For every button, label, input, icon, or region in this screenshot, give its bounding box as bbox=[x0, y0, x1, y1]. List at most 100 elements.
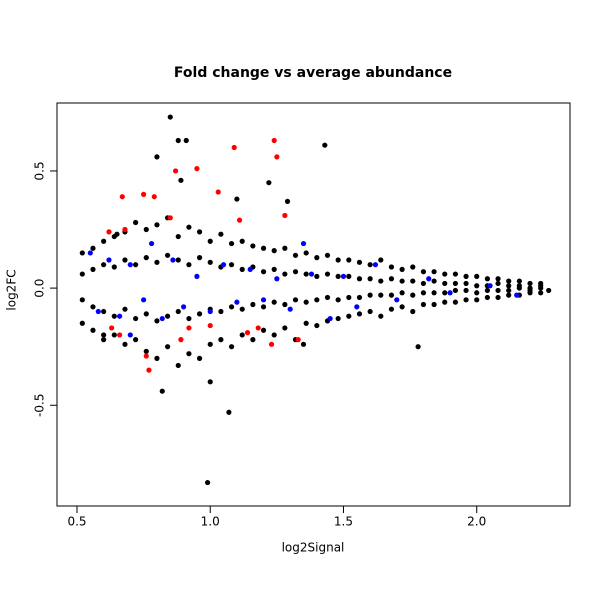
point bbox=[546, 287, 552, 294]
point bbox=[207, 322, 213, 329]
point bbox=[303, 320, 309, 326]
point bbox=[346, 273, 352, 279]
point bbox=[324, 252, 331, 258]
point bbox=[495, 287, 501, 294]
point bbox=[154, 222, 160, 228]
point bbox=[303, 299, 309, 305]
chart-title: Fold change vs average abundance bbox=[174, 65, 452, 81]
point bbox=[442, 271, 448, 277]
point bbox=[474, 290, 480, 296]
point bbox=[164, 344, 171, 350]
point bbox=[431, 278, 437, 284]
point bbox=[314, 322, 320, 329]
point bbox=[538, 290, 544, 296]
point bbox=[484, 287, 490, 294]
point bbox=[303, 271, 309, 277]
point bbox=[324, 294, 331, 301]
point bbox=[463, 273, 469, 279]
point bbox=[186, 315, 192, 322]
point bbox=[79, 320, 85, 326]
point bbox=[143, 353, 149, 359]
point bbox=[141, 191, 147, 197]
point bbox=[122, 257, 128, 263]
point bbox=[415, 344, 421, 350]
point bbox=[95, 308, 101, 315]
point bbox=[79, 271, 85, 277]
point bbox=[399, 304, 405, 310]
point bbox=[271, 332, 277, 338]
point bbox=[178, 337, 184, 343]
point bbox=[90, 245, 96, 251]
point bbox=[487, 283, 493, 289]
point bbox=[207, 379, 213, 385]
point bbox=[133, 337, 139, 343]
point bbox=[101, 238, 107, 244]
point bbox=[410, 278, 416, 284]
point bbox=[538, 285, 544, 291]
point bbox=[274, 154, 280, 160]
point bbox=[335, 315, 341, 322]
point bbox=[196, 229, 203, 235]
point bbox=[367, 262, 373, 268]
point bbox=[388, 276, 395, 282]
point bbox=[356, 311, 363, 317]
point bbox=[122, 341, 128, 347]
point bbox=[180, 304, 187, 310]
y-tick-label: 0.5 bbox=[33, 161, 47, 180]
point bbox=[133, 262, 139, 268]
point bbox=[442, 290, 448, 296]
point bbox=[151, 194, 157, 200]
point bbox=[271, 248, 277, 254]
point bbox=[175, 362, 181, 369]
point bbox=[282, 212, 288, 219]
point bbox=[143, 348, 149, 354]
point bbox=[452, 280, 459, 287]
point bbox=[164, 252, 171, 258]
point bbox=[170, 257, 176, 263]
point bbox=[122, 306, 128, 312]
point bbox=[119, 194, 125, 200]
point bbox=[378, 313, 384, 319]
point bbox=[133, 219, 139, 226]
point bbox=[154, 259, 160, 265]
point bbox=[442, 280, 448, 287]
point bbox=[111, 332, 117, 338]
point bbox=[287, 306, 293, 312]
x-tick-label: 1.5 bbox=[334, 515, 353, 529]
point bbox=[282, 271, 288, 277]
point bbox=[111, 264, 117, 270]
x-tick-label: 0.5 bbox=[67, 515, 86, 529]
point bbox=[495, 280, 501, 287]
point bbox=[420, 269, 427, 275]
point bbox=[442, 299, 448, 305]
point bbox=[271, 299, 277, 305]
point bbox=[484, 276, 490, 282]
point bbox=[109, 325, 115, 331]
point bbox=[106, 229, 112, 235]
point bbox=[474, 297, 480, 303]
point bbox=[271, 137, 277, 144]
plot-frame bbox=[56, 102, 571, 507]
point bbox=[506, 278, 512, 284]
point bbox=[117, 332, 123, 338]
point bbox=[234, 299, 240, 305]
point bbox=[463, 287, 469, 294]
point bbox=[207, 341, 213, 347]
point bbox=[90, 327, 96, 333]
point bbox=[234, 196, 240, 202]
point bbox=[260, 297, 267, 303]
point bbox=[410, 264, 416, 270]
point bbox=[266, 180, 272, 186]
point bbox=[314, 297, 320, 303]
point bbox=[356, 294, 363, 301]
point bbox=[260, 327, 267, 333]
point bbox=[196, 255, 203, 261]
point bbox=[292, 269, 299, 275]
point bbox=[167, 215, 173, 221]
point bbox=[314, 255, 320, 261]
point bbox=[431, 269, 437, 275]
point bbox=[506, 283, 512, 289]
point bbox=[154, 355, 160, 361]
point bbox=[447, 290, 453, 296]
